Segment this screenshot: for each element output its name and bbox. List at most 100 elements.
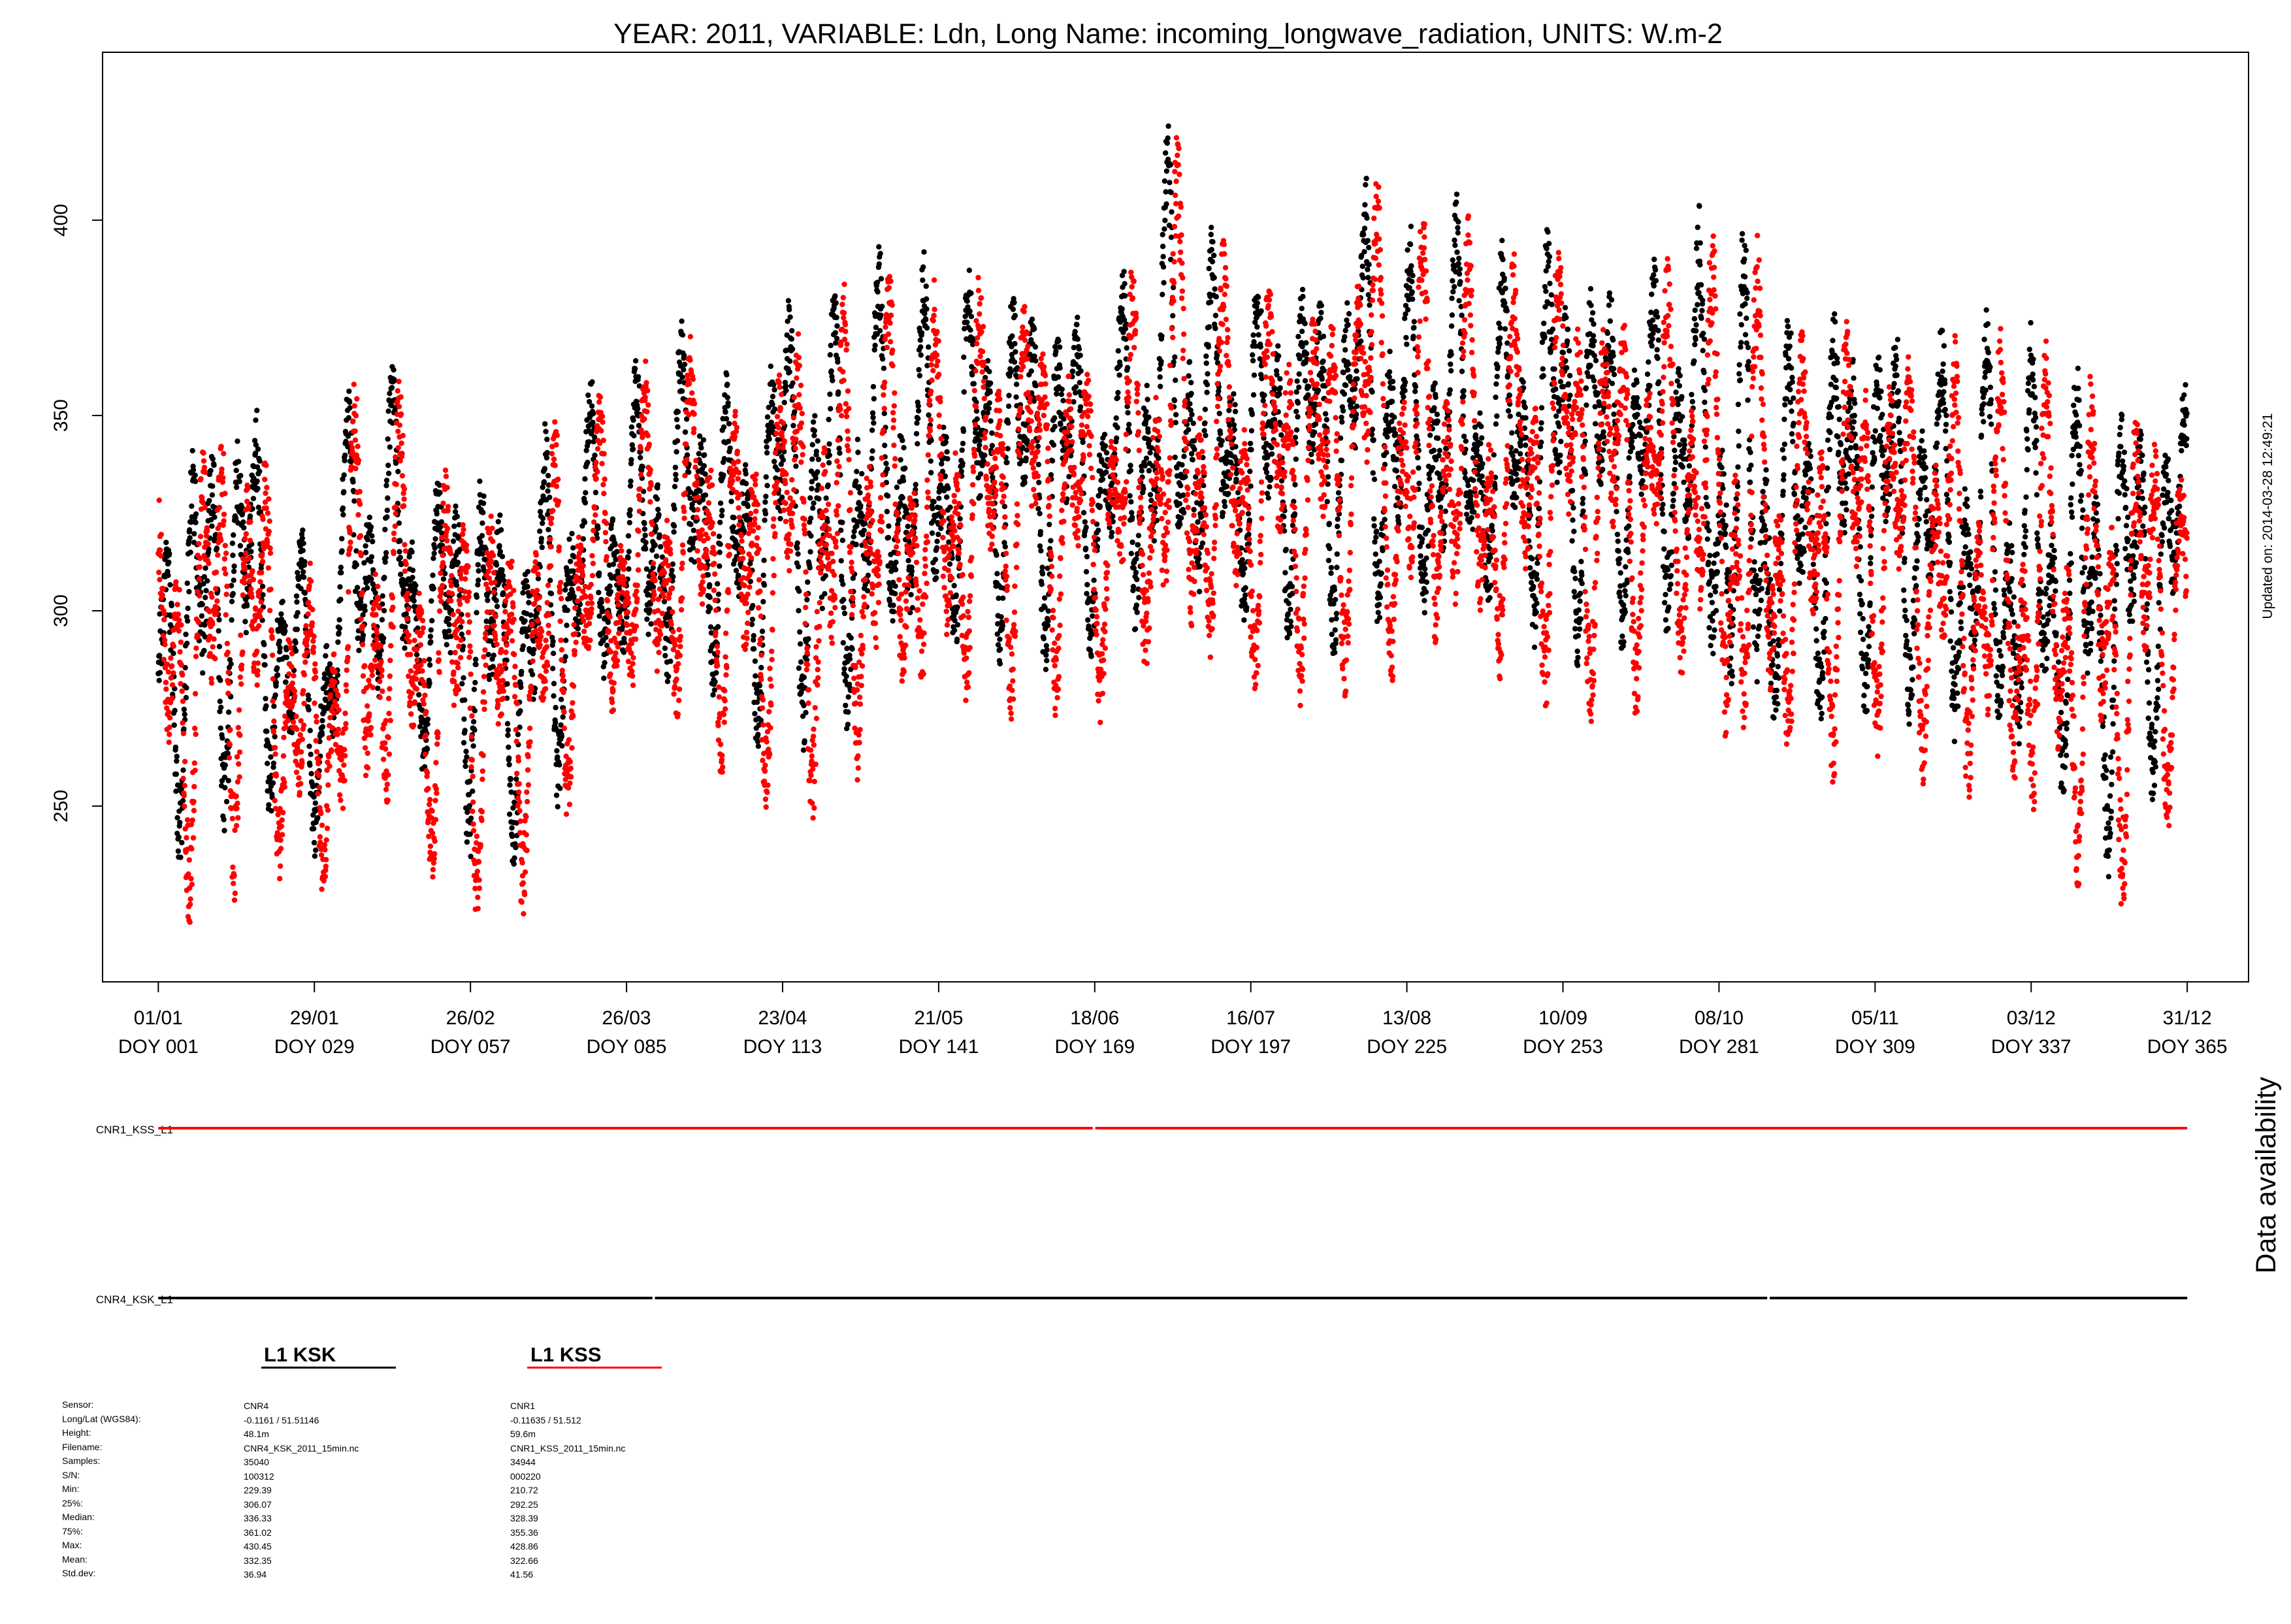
data-point	[781, 400, 787, 406]
data-point	[1114, 435, 1120, 441]
data-point	[1540, 373, 1546, 379]
data-point	[321, 671, 328, 677]
data-point	[569, 530, 575, 536]
data-point	[1162, 226, 1167, 232]
data-point	[1035, 461, 1042, 468]
data-point	[710, 692, 716, 698]
data-point	[627, 483, 634, 489]
data-point	[1389, 378, 1396, 385]
data-point	[1510, 453, 1516, 459]
data-point	[1580, 496, 1586, 502]
data-point	[1401, 394, 1406, 400]
data-point	[262, 653, 268, 660]
data-point	[1402, 387, 1408, 394]
data-point	[1084, 591, 1090, 596]
data-point	[342, 452, 348, 459]
data-point	[553, 705, 559, 711]
data-point	[1478, 423, 1484, 429]
data-point	[731, 515, 737, 521]
data-point	[1292, 511, 1298, 517]
data-point	[815, 457, 822, 463]
data-point	[1344, 300, 1350, 306]
data-point	[853, 542, 859, 547]
data-point	[1102, 443, 1109, 449]
data-point	[1491, 452, 1497, 458]
data-point	[239, 511, 246, 517]
data-point	[380, 635, 387, 641]
data-point	[1468, 493, 1474, 499]
data-point	[1134, 576, 1140, 583]
data-point	[848, 635, 854, 641]
data-point	[719, 508, 725, 513]
data-point	[968, 314, 975, 319]
data-point	[1082, 545, 1089, 551]
data-point	[387, 391, 393, 397]
data-point	[319, 724, 326, 730]
data-point	[917, 372, 923, 379]
data-point	[760, 572, 766, 578]
data-point	[564, 608, 570, 613]
data-point	[1240, 570, 1246, 576]
data-point	[221, 828, 227, 834]
data-point	[1501, 275, 1507, 281]
data-point	[1416, 465, 1422, 471]
data-point	[1158, 359, 1164, 365]
data-point	[255, 485, 261, 492]
data-point	[1260, 398, 1266, 404]
data-point	[1386, 369, 1393, 375]
data-point	[416, 692, 422, 698]
data-point	[947, 561, 953, 567]
data-point	[425, 721, 431, 727]
data-point	[527, 593, 533, 598]
data-point	[743, 481, 749, 487]
data-point	[171, 722, 177, 728]
data-point	[834, 323, 840, 329]
data-point	[869, 448, 875, 454]
data-point	[876, 244, 882, 250]
data-point	[203, 594, 208, 600]
data-point	[1308, 451, 1314, 457]
data-point	[934, 575, 939, 581]
data-point	[380, 593, 385, 599]
data-point	[1121, 268, 1127, 274]
data-point	[1392, 430, 1399, 436]
data-point	[894, 484, 900, 491]
data-point	[923, 296, 930, 302]
data-point	[1435, 418, 1440, 424]
data-point	[1128, 463, 1133, 468]
data-point	[1556, 423, 1562, 429]
data-point	[257, 509, 264, 515]
data-point	[1246, 517, 1253, 523]
data-point	[1487, 555, 1493, 560]
data-point	[214, 545, 220, 551]
data-point	[1212, 325, 1218, 331]
data-point	[236, 459, 242, 464]
data-point	[833, 300, 839, 306]
data-point	[1147, 492, 1154, 498]
data-point	[674, 438, 681, 444]
data-point	[1538, 420, 1544, 426]
data-point	[431, 550, 437, 557]
data-point	[505, 732, 511, 738]
data-point	[1449, 295, 1455, 301]
data-point	[1211, 252, 1217, 259]
data-point	[1423, 589, 1429, 595]
data-point	[672, 464, 679, 470]
data-point	[1180, 510, 1187, 516]
data-point	[1158, 383, 1163, 389]
data-point	[954, 636, 960, 642]
data-point	[1320, 333, 1327, 340]
data-point	[542, 421, 548, 427]
data-point	[398, 572, 404, 577]
data-point	[826, 417, 832, 423]
data-point	[809, 456, 815, 463]
data-point	[1269, 451, 1275, 457]
data-point	[590, 411, 596, 417]
data-point	[1335, 523, 1340, 530]
data-point	[698, 445, 704, 451]
data-point	[909, 605, 916, 611]
data-point	[1325, 474, 1331, 480]
data-point	[1050, 442, 1057, 448]
data-point	[811, 428, 818, 434]
data-point	[1540, 366, 1546, 372]
